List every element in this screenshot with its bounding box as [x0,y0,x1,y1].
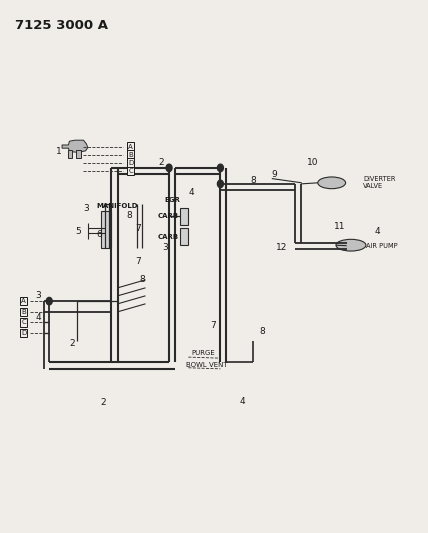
Bar [180,228,188,245]
Circle shape [166,164,172,172]
Text: 2: 2 [158,158,164,167]
Text: DIVERTER
VALVE: DIVERTER VALVE [363,176,395,189]
Text: 4: 4 [35,313,41,321]
Text: D: D [21,330,26,336]
Text: EGR: EGR [164,197,180,203]
Text: 3: 3 [35,292,41,300]
Ellipse shape [318,177,346,189]
Text: 8: 8 [139,276,145,284]
Circle shape [46,297,52,305]
Text: 7: 7 [135,257,140,265]
Text: D: D [128,159,133,166]
Text: A: A [128,143,133,150]
Text: 3: 3 [83,205,89,213]
Text: 2: 2 [70,340,75,348]
Circle shape [217,164,223,172]
Text: 7: 7 [135,224,140,232]
Text: 4: 4 [374,228,380,236]
Text: 8: 8 [126,212,132,220]
Text: 8: 8 [250,176,256,184]
Text: PURGE: PURGE [192,350,215,356]
Text: C: C [128,168,133,174]
Bar [76,150,81,158]
Text: 4: 4 [240,397,245,406]
Text: 11: 11 [334,222,345,231]
Text: 3: 3 [163,244,168,252]
Text: 5: 5 [75,228,80,236]
Text: CARB: CARB [158,213,178,220]
Text: 1: 1 [56,148,61,156]
Text: 12: 12 [276,244,288,252]
Text: 2: 2 [101,398,106,407]
Ellipse shape [336,239,366,251]
Bar [101,211,111,248]
Bar [180,208,188,225]
Text: 6: 6 [96,230,102,239]
Text: A: A [21,298,26,304]
Text: CARB: CARB [158,234,178,240]
Text: B: B [128,151,133,158]
Circle shape [217,180,223,188]
Text: MANIFOLD: MANIFOLD [96,203,138,209]
Text: BOWL VENT: BOWL VENT [186,361,228,368]
Text: 8: 8 [259,327,265,336]
Bar [68,150,72,158]
Text: 9: 9 [272,171,277,179]
Text: 7: 7 [211,321,216,329]
Text: C: C [21,319,26,326]
Text: 7125 3000 A: 7125 3000 A [15,19,108,31]
Polygon shape [62,140,88,152]
Text: AIR PUMP: AIR PUMP [366,243,398,249]
Text: 10: 10 [307,158,319,167]
Text: B: B [21,309,26,315]
Text: 4: 4 [188,189,194,197]
